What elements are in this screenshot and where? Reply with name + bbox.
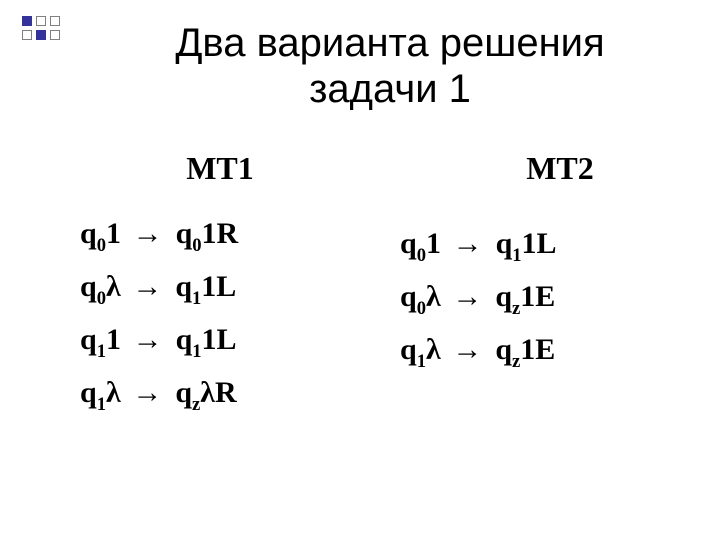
state: q <box>495 333 512 366</box>
symbol: 1 <box>426 227 441 260</box>
move: E <box>535 280 555 313</box>
bullet-square-outline <box>50 30 60 40</box>
symbol: 1 <box>202 217 217 250</box>
state: q <box>80 217 97 250</box>
column-mt2: МТ2 q01 → q11L q0λ → qz1E q1λ → qz1E <box>360 150 720 429</box>
symbol: 1 <box>522 227 537 260</box>
state-sub: 0 <box>97 288 106 309</box>
symbol: λ <box>426 333 441 366</box>
mt1-header: МТ1 <box>80 150 360 187</box>
state: q <box>495 280 512 313</box>
mt2-rule: q0λ → qz1E <box>400 280 720 319</box>
bullet-row <box>22 30 60 40</box>
state: q <box>175 270 192 303</box>
mt2-rules: q01 → q11L q0λ → qz1E q1λ → qz1E <box>400 227 720 372</box>
state-sub: 1 <box>512 245 521 266</box>
state: q <box>80 323 97 356</box>
mt1-rule: q0λ → q11L <box>80 270 360 309</box>
mt1-rules: q01 → q01R q0λ → q11L q11 → q11L q1λ → <box>80 217 360 415</box>
arrow-icon: → <box>133 323 163 357</box>
symbol: 1 <box>201 270 216 303</box>
title-line-2: задачи 1 <box>309 67 471 111</box>
arrow-icon: → <box>133 217 163 251</box>
state: q <box>176 323 193 356</box>
bullet-square-outline <box>50 16 60 26</box>
move: R <box>215 376 237 409</box>
state: q <box>80 376 97 409</box>
slide: Два варианта решения задачи 1 МТ1 q01 → … <box>0 0 720 540</box>
symbol: 1 <box>106 217 121 250</box>
state-sub: 1 <box>417 351 426 372</box>
bullet-square-outline <box>36 16 46 26</box>
arrow-icon: → <box>453 227 483 261</box>
state: q <box>496 227 513 260</box>
state: q <box>400 280 417 313</box>
move: L <box>216 270 236 303</box>
columns: МТ1 q01 → q01R q0λ → q11L q11 → q11L <box>0 150 720 429</box>
bullet-row <box>22 16 60 26</box>
mt1-rule: q1λ → qzλR <box>80 376 360 415</box>
symbol: λ <box>426 280 441 313</box>
mt1-rule: q11 → q11L <box>80 323 360 362</box>
state-sub: 1 <box>192 341 201 362</box>
symbol: 1 <box>520 280 535 313</box>
symbol: 1 <box>202 323 217 356</box>
symbol: λ <box>106 376 121 409</box>
arrow-icon: → <box>132 376 162 410</box>
state-sub: 1 <box>97 394 106 415</box>
bullet-square-filled <box>36 30 46 40</box>
mt2-rule: q01 → q11L <box>400 227 720 266</box>
state-sub: 0 <box>97 235 106 256</box>
column-mt1: МТ1 q01 → q01R q0λ → q11L q11 → q11L <box>0 150 360 429</box>
move: L <box>217 323 237 356</box>
state-sub: z <box>512 298 520 319</box>
move: E <box>535 333 555 366</box>
state-sub: 1 <box>192 288 201 309</box>
state-sub: 1 <box>97 341 106 362</box>
mt1-rule: q01 → q01R <box>80 217 360 256</box>
state-sub: 0 <box>417 298 426 319</box>
symbol: 1 <box>106 323 121 356</box>
bullet-square-outline <box>22 30 32 40</box>
state: q <box>176 217 193 250</box>
state: q <box>400 227 417 260</box>
move: L <box>537 227 557 260</box>
state: q <box>80 270 97 303</box>
mt2-rule: q1λ → qz1E <box>400 333 720 372</box>
state-sub: 0 <box>192 235 201 256</box>
state-sub: z <box>192 394 200 415</box>
symbol: λ <box>200 376 215 409</box>
state-sub: 0 <box>417 245 426 266</box>
arrow-icon: → <box>452 280 482 314</box>
symbol: λ <box>106 270 121 303</box>
mt2-header: МТ2 <box>400 150 720 187</box>
title-line-1: Два варианта решения <box>175 21 604 65</box>
arrow-icon: → <box>132 270 162 304</box>
move: R <box>217 217 239 250</box>
symbol: 1 <box>520 333 535 366</box>
slide-title: Два варианта решения задачи 1 <box>100 20 680 112</box>
decorative-bullets <box>22 16 60 44</box>
state: q <box>175 376 192 409</box>
bullet-square-filled <box>22 16 32 26</box>
state-sub: z <box>512 351 520 372</box>
arrow-icon: → <box>452 333 482 367</box>
state: q <box>400 333 417 366</box>
